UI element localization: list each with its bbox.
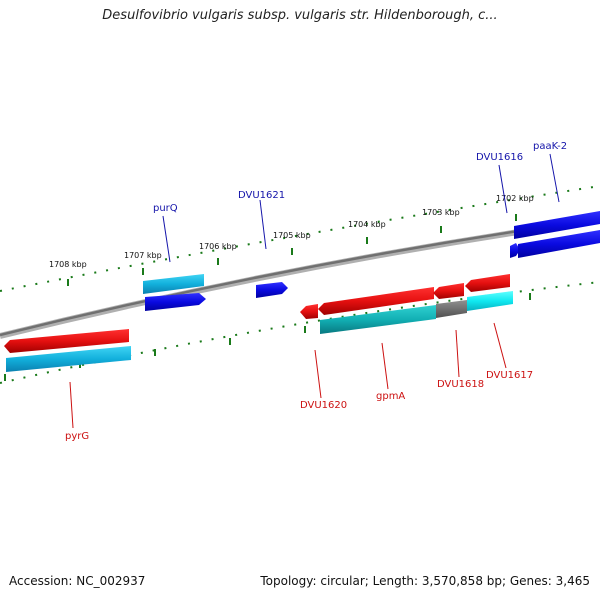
- gene-DVU1617-cds[interactable]: [467, 291, 513, 311]
- accession-text: Accession: NC_002937: [9, 574, 146, 588]
- gene-gpmA-cds[interactable]: [320, 305, 436, 334]
- map-title: Desulfovibrio vulgaris subsp. vulgaris s…: [102, 8, 498, 23]
- gene-label-DVU1616: DVU1616: [476, 152, 523, 163]
- gene-label-paaK-2: paaK-2: [533, 141, 567, 152]
- tick-label: 1707 kbp: [124, 251, 162, 260]
- gene-paaK-2-lower[interactable]: [518, 230, 600, 258]
- gene-labels: purQ DVU1621 DVU1616 paaK-2 pyrG DVU1620…: [65, 141, 567, 442]
- gene-label-purQ: purQ: [153, 203, 178, 214]
- reverse-leaders: [69, 322, 507, 429]
- tick-label: 1703 kbp: [422, 208, 460, 217]
- reverse-genes: [4, 274, 513, 372]
- tick-label: 1706 kbp: [199, 242, 237, 251]
- topology-text: Topology: circular; Length: 3,570,858 bp…: [260, 574, 590, 588]
- gene-label-DVU1618: DVU1618: [437, 379, 484, 390]
- gene-label-pyrG: pyrG: [65, 431, 89, 442]
- gene-label-DVU1621: DVU1621: [238, 190, 285, 201]
- gene-paaK-2-upper[interactable]: [514, 211, 600, 239]
- gene-DVU1618[interactable]: [433, 283, 464, 299]
- gene-pyrG[interactable]: [4, 329, 129, 353]
- gene-gpmA[interactable]: [318, 287, 434, 315]
- gene-pyrG-cds[interactable]: [6, 346, 131, 372]
- gene-DVU1617[interactable]: [465, 274, 510, 292]
- tick-label: 1702 kbp: [496, 194, 534, 203]
- gene-DVU1618-cds[interactable]: [436, 300, 467, 318]
- gene-label-DVU1617: DVU1617: [486, 370, 533, 381]
- gene-DVU1616[interactable]: [510, 243, 520, 258]
- gene-purQ[interactable]: [145, 293, 206, 311]
- tick-label: 1708 kbp: [49, 260, 87, 269]
- gene-label-gpmA: gpmA: [376, 391, 405, 402]
- gene-purQ-cds[interactable]: [143, 274, 204, 294]
- tick-label: 1705 kbp: [273, 231, 311, 240]
- tick-ruler-top: [0, 185, 600, 292]
- forward-genes: [143, 211, 600, 311]
- gene-DVU1621[interactable]: [256, 282, 288, 298]
- tick-labels: 1708 kbp 1707 kbp 1706 kbp 1705 kbp 1704…: [49, 194, 534, 269]
- forward-leaders: [162, 153, 560, 263]
- gene-DVU1620[interactable]: [300, 304, 318, 319]
- gene-label-DVU1620: DVU1620: [300, 400, 347, 411]
- tick-label: 1704 kbp: [348, 220, 386, 229]
